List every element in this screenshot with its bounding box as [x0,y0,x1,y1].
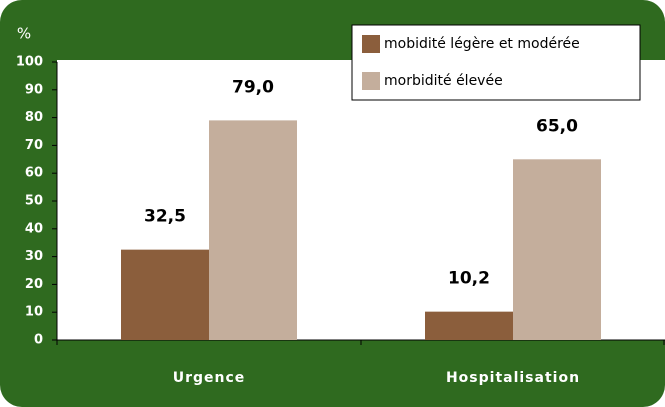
y-tick-label: 90 [25,82,43,97]
legend-label: morbidité élevée [384,73,503,89]
y-axis-label: % [17,25,31,43]
legend [351,24,641,101]
x-tick-label: Urgence [173,370,246,386]
bar [209,120,297,340]
y-tick-label: 50 [25,194,43,209]
y-tick-label: 80 [25,110,43,125]
x-tick-label: Hospitalisation [446,370,580,386]
value-label: 65,0 [536,116,578,136]
legend-swatch [362,35,380,53]
value-label: 32,5 [144,207,186,227]
y-tick-label: 70 [25,138,43,153]
legend-label: mobidité légère et modérée [384,36,580,52]
legend-swatch [362,72,380,90]
value-label: 10,2 [448,269,490,289]
bar [121,249,209,340]
y-tick-label: 60 [25,166,43,181]
y-tick-label: 30 [25,249,43,264]
bar [513,159,601,340]
value-label: 79,0 [232,77,274,97]
y-tick-label: 40 [25,221,43,236]
y-tick-label: 10 [25,305,43,320]
y-tick-label: 0 [34,333,43,348]
bar [425,311,513,340]
y-tick-label: 20 [25,277,43,292]
y-tick-label: 100 [16,55,43,70]
